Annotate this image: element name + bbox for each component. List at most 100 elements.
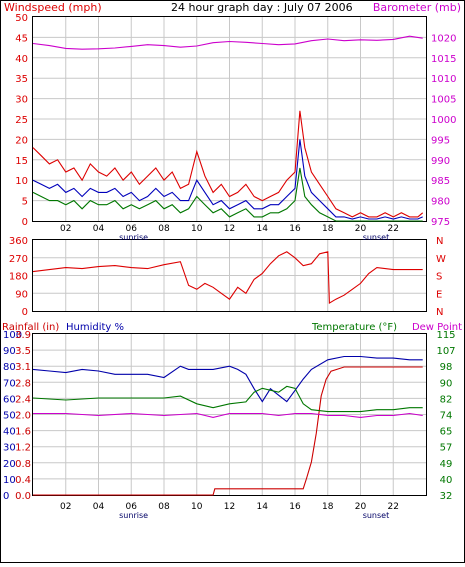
temp-y-tick-8: 98 (440, 362, 453, 373)
humidity-y-tick-9: 90 (3, 346, 16, 357)
wind-y-tick-0: 0 (22, 217, 28, 228)
temp-y-tick-0: 32 (440, 491, 453, 502)
dir-y-tick-180: 180 (9, 272, 28, 283)
wind-y-tick-15: 15 (15, 156, 28, 167)
baro-y-tick-980: 980 (431, 197, 450, 208)
humidity-y-tick-4: 40 (3, 427, 16, 438)
wind-y-tick-30: 30 (15, 95, 28, 106)
compass-label-1: W (436, 254, 446, 265)
rain-y-tick-0: 0.0 (15, 491, 31, 502)
dewpoint-axis-label: Dew Point (412, 322, 462, 333)
climate-series-3 (33, 412, 423, 418)
climate-panel-frame (32, 333, 427, 496)
rain-y-tick-5: 2.0 (15, 411, 31, 422)
x-tick-label-clim-02: 02 (60, 502, 71, 512)
humidity-y-tick-5: 50 (3, 411, 16, 422)
sunrise-label-wind: sunrise (119, 233, 148, 242)
temp-y-tick-2: 49 (440, 459, 453, 470)
sunrise-label-clim: sunrise (119, 511, 148, 520)
temp-y-tick-9: 107 (436, 346, 455, 357)
rain-y-tick-3: 1.2 (15, 443, 31, 454)
baro-y-tick-990: 990 (431, 156, 450, 167)
baro-y-tick-975: 975 (431, 217, 450, 228)
dir-y-tick-0: 0 (22, 307, 28, 318)
wind-series-3 (32, 167, 423, 222)
wind-y-tick-35: 35 (15, 74, 28, 85)
temp-y-tick-10: 115 (436, 330, 455, 341)
compass-label-4: N (436, 307, 443, 318)
rain-y-tick-10: 3.9 (15, 330, 31, 341)
temp-y-tick-7: 90 (440, 378, 453, 389)
climate-series-1 (32, 355, 423, 403)
x-tick-label-clim-08: 08 (158, 502, 170, 512)
direction-panel-frame (32, 239, 427, 312)
windspeed-axis-label: Windspeed (mph) (4, 1, 102, 14)
x-tick-label-clim-16: 16 (289, 502, 301, 512)
wind-y-tick-40: 40 (15, 54, 28, 65)
rain-y-tick-6: 2.4 (15, 394, 31, 405)
temp-y-tick-5: 74 (440, 411, 453, 422)
x-tick-label-wind-10: 10 (191, 224, 203, 234)
rain-y-tick-7: 2.8 (15, 378, 31, 389)
humidity-y-tick-3: 30 (3, 443, 16, 454)
wind-series-0 (32, 35, 423, 50)
x-tick-label-clim-20: 20 (355, 502, 367, 512)
rain-y-tick-1: 0.4 (15, 475, 31, 486)
temp-y-tick-1: 40 (440, 475, 453, 486)
wind-y-tick-5: 5 (22, 197, 28, 208)
sunset-label-wind: sunset (363, 233, 390, 242)
baro-y-tick-1005: 1005 (431, 95, 456, 106)
humidity-y-tick-8: 80 (3, 362, 16, 373)
x-tick-label-wind-14: 14 (257, 224, 269, 234)
wind-series-2 (32, 139, 423, 220)
x-tick-label-clim-12: 12 (224, 502, 235, 512)
sunset-label-clim: sunset (363, 511, 390, 520)
x-tick-label-wind-16: 16 (289, 224, 301, 234)
humidity-y-tick-10: 100 (3, 330, 22, 341)
temp-y-tick-6: 82 (440, 394, 453, 405)
x-tick-label-clim-06: 06 (126, 502, 138, 512)
rainfall-axis-label: Rainfall (in) (2, 322, 59, 333)
x-tick-label-clim-10: 10 (191, 502, 203, 512)
wind-y-tick-45: 45 (15, 33, 28, 44)
x-tick-label-clim-04: 04 (93, 502, 105, 512)
baro-y-tick-1010: 1010 (431, 74, 456, 85)
wind-y-tick-10: 10 (15, 176, 28, 187)
x-tick-label-wind-20: 20 (355, 224, 367, 234)
dir-y-tick-360: 360 (9, 236, 28, 247)
axis-ticks: 0510152025303540455097598098599099510001… (3, 13, 456, 520)
humidity-y-tick-2: 20 (3, 459, 16, 470)
compass-label-0: N (436, 236, 443, 247)
baro-y-tick-1020: 1020 (431, 33, 456, 44)
wind-panel-frame (32, 16, 427, 222)
wind-y-tick-25: 25 (15, 115, 28, 126)
x-tick-label-wind-22: 22 (388, 224, 399, 234)
humidity-axis-label: Humidity % (66, 322, 124, 333)
x-tick-label-clim-22: 22 (388, 502, 399, 512)
baro-y-tick-1000: 1000 (431, 115, 456, 126)
wind-y-tick-20: 20 (15, 135, 28, 146)
chart-title: 24 hour graph day : July 07 2006 (171, 1, 353, 14)
rain-y-tick-8: 3.1 (15, 362, 31, 373)
data-series (32, 35, 424, 496)
x-tick-label-wind-08: 08 (158, 224, 170, 234)
direction-series-0 (32, 251, 423, 305)
humidity-y-tick-0: 0 (3, 491, 9, 502)
compass-label-3: E (436, 289, 442, 300)
climate-series-0 (33, 366, 423, 496)
dir-y-tick-90: 90 (15, 289, 28, 300)
x-tick-label-clim-14: 14 (257, 502, 269, 512)
x-tick-label-wind-02: 02 (60, 224, 71, 234)
x-tick-label-clim-18: 18 (322, 502, 334, 512)
wind-series-1 (32, 110, 424, 218)
baro-y-tick-995: 995 (431, 135, 450, 146)
x-tick-label-wind-04: 04 (93, 224, 105, 234)
climate-series-2 (32, 385, 423, 413)
humidity-y-tick-6: 60 (3, 394, 16, 405)
barometer-axis-label: Barometer (mb) (373, 1, 461, 14)
rain-y-tick-2: 0.8 (15, 459, 31, 470)
grid-lines (33, 17, 426, 495)
